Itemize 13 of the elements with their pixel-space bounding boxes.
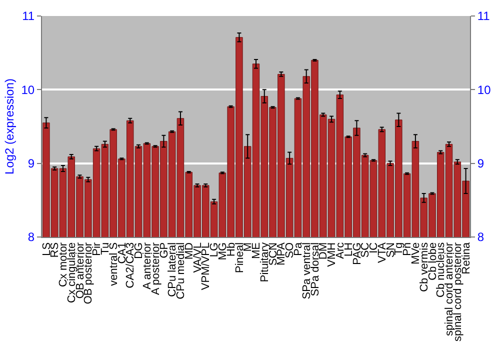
y-axis-title: Log2 (expression)	[2, 78, 17, 175]
y2-tick-label: 9	[477, 156, 484, 171]
x-tick-label: Tg	[393, 242, 406, 256]
y2-tick-label: 10	[477, 82, 492, 97]
x-tick-label: Retina	[460, 242, 472, 274]
y2-tick-label: 8	[477, 230, 484, 244]
y-tick-label: 11	[22, 9, 35, 24]
y-tick-label: 8	[28, 230, 35, 244]
y-tick-label: 9	[28, 156, 35, 171]
y2-tick-label: 11	[477, 9, 490, 24]
y-tick-label: 10	[21, 82, 35, 97]
x-tick-label: OB posterior	[82, 242, 95, 304]
x-tick-label: A posterior	[150, 242, 162, 295]
